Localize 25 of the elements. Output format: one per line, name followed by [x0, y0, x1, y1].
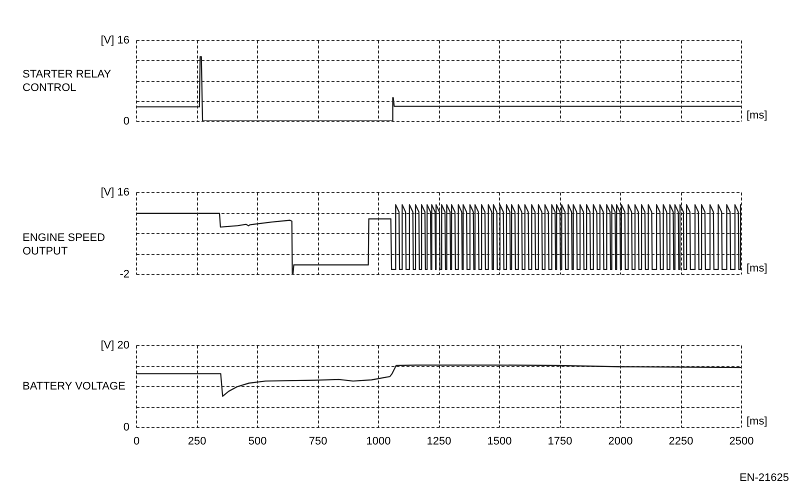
x-tick-label: 500	[248, 436, 267, 448]
x-axis-title: [ms]	[746, 110, 768, 122]
y-tick-label: 0	[123, 422, 130, 434]
text: EN-21625	[739, 472, 789, 484]
x-axis-title: [ms]	[746, 262, 768, 274]
x-tick-label: 1000	[366, 436, 391, 448]
x-tick-label: 1500	[487, 436, 512, 448]
x-tick-label: 1750	[548, 436, 572, 448]
x-axis-title: [ms]	[746, 416, 768, 428]
x-tick-label: 2500	[729, 436, 754, 448]
x-tick-label: 750	[308, 436, 328, 448]
y-axis-title: ENGINE SPEED OUTPUT	[22, 232, 106, 258]
y-tick-label: [V] 16	[100, 186, 130, 198]
y-tick-label: 0	[123, 116, 130, 128]
line-series	[136, 364, 741, 397]
x-tick-label: 2250	[668, 436, 694, 448]
x-tick-label: 250	[188, 436, 206, 448]
x-tick-label: 2000	[608, 436, 633, 448]
x-tick-label: 1250	[426, 436, 452, 448]
y-tick-label: [V] 16	[100, 34, 130, 46]
y-axis-title: BATTERY VOLTAGE	[22, 380, 126, 392]
y-tick-label: -2	[120, 268, 130, 280]
y-axis-title: STARTER RELAY CONTROL	[22, 68, 112, 94]
y-tick-label: [V] 20	[100, 340, 130, 352]
x-tick-label: 0	[133, 436, 140, 448]
